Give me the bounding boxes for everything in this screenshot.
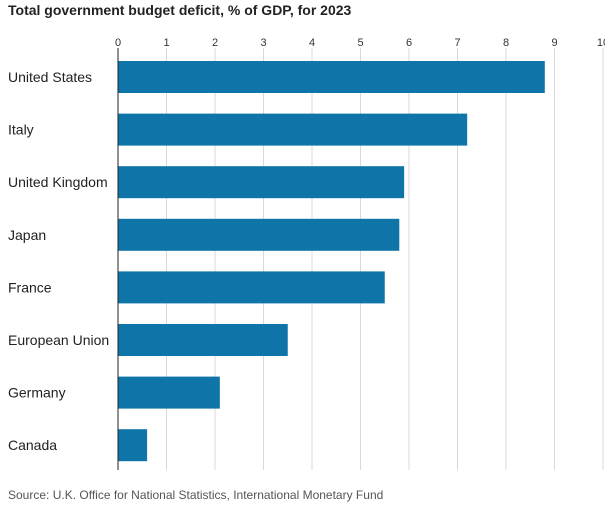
category-label-italy: Italy [8, 122, 34, 138]
category-label-germany: Germany [8, 385, 66, 401]
x-tick-label-1: 1 [163, 37, 169, 49]
x-tick-label-0: 0 [115, 37, 121, 49]
x-tick-label-3: 3 [260, 37, 266, 49]
category-label-united-states: United States [8, 69, 92, 85]
chart-title: Total government budget deficit, % of GD… [8, 2, 352, 18]
x-tick-label-5: 5 [357, 37, 363, 49]
source-note: Source: U.K. Office for National Statist… [8, 488, 384, 502]
x-tick-label-8: 8 [503, 37, 509, 49]
category-label-united-kingdom: United Kingdom [8, 174, 108, 190]
category-label-japan: Japan [8, 227, 46, 243]
category-labels: United States Italy United Kingdom Japan Fra… [8, 69, 109, 453]
bar-italy [118, 113, 468, 146]
bar-japan [118, 218, 400, 251]
x-tick-label-2: 2 [212, 37, 218, 49]
x-tick-label-10: 10 [597, 37, 605, 49]
bar-canada [118, 429, 148, 462]
category-label-canada: Canada [8, 437, 57, 453]
category-label-france: France [8, 279, 52, 295]
bar-united-states [118, 61, 545, 93]
bar-france [118, 271, 385, 304]
x-axis-ticks: 0 1 2 3 4 5 6 7 8 9 10 [115, 37, 605, 49]
x-tick-label-4: 4 [309, 37, 315, 49]
x-tick-label-6: 6 [406, 37, 412, 49]
bar-united-kingdom [118, 166, 405, 199]
bar-european-union [118, 324, 288, 356]
bars [118, 61, 545, 462]
x-tick-label-7: 7 [454, 37, 460, 49]
x-tick-label-9: 9 [551, 37, 557, 49]
category-label-european-union: European Union [8, 332, 109, 348]
bar-germany [118, 376, 220, 409]
gridlines [166, 48, 604, 470]
